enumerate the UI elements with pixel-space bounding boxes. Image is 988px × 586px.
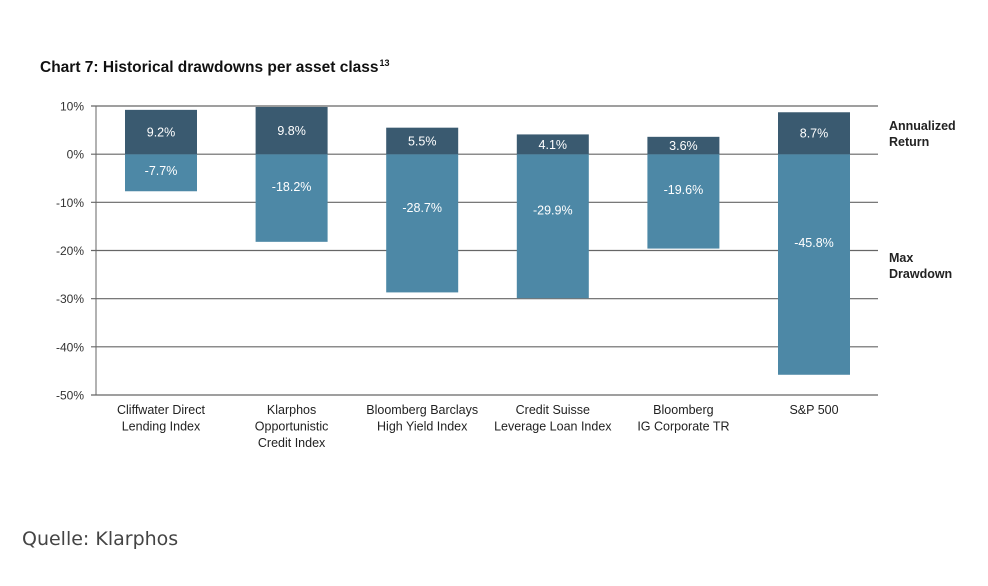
drawdown-chart: 10% 0% -10% -20% -30% -40% -50% 9.2% -7.7% Cliffw… <box>56 100 956 451</box>
return-value-label: 9.2% <box>147 126 176 140</box>
return-value-label: 5.5% <box>408 134 437 148</box>
category-label: Klarphos <box>267 403 316 417</box>
drawdown-bar <box>647 154 720 249</box>
legend-annualized-return: Annualized <box>889 119 956 133</box>
drawdown-value-label: -29.9% <box>533 204 573 218</box>
chart-title: Chart 7: Historical drawdowns per asset … <box>40 58 390 77</box>
drawdown-value-label: -28.7% <box>402 201 442 215</box>
return-bar <box>125 109 197 155</box>
return-bar <box>647 136 720 155</box>
drawdown-bar <box>125 154 197 192</box>
drawdown-value-label: -18.2% <box>272 180 312 194</box>
return-bar <box>778 112 850 155</box>
return-value-label: 3.6% <box>669 139 698 153</box>
legend-max-drawdown: Max <box>889 251 913 265</box>
y-tick-label: -10% <box>56 196 84 210</box>
y-tick-label: 0% <box>67 148 85 162</box>
drawdown-bar <box>255 154 328 242</box>
y-tick-label: -50% <box>56 389 84 403</box>
category-label: IG Corporate TR <box>637 420 729 434</box>
category-label: Cliffwater Direct <box>117 403 206 417</box>
drawdown-value-label: -7.7% <box>145 164 178 178</box>
chart-title-text: Chart 7: Historical drawdowns per asset … <box>40 59 379 76</box>
source-note: Quelle: Klarphos <box>22 528 179 550</box>
drawdown-value-label: -45.8% <box>794 236 834 250</box>
return-value-label: 9.8% <box>277 124 306 138</box>
category-label: Opportunistic <box>255 420 329 434</box>
category-label: Bloomberg Barclays <box>366 403 478 417</box>
category-label: S&P 500 <box>789 403 838 417</box>
drawdown-bar <box>386 154 459 293</box>
category-label: Credit Suisse <box>516 403 590 417</box>
category-label: Bloomberg <box>653 403 713 417</box>
return-value-label: 4.1% <box>539 138 568 152</box>
category-label: Lending Index <box>122 420 201 434</box>
return-value-label: 8.7% <box>800 127 829 141</box>
return-bar <box>255 106 328 155</box>
legend-annualized-return: Return <box>889 135 929 149</box>
category-label: Leverage Loan Index <box>494 420 612 434</box>
return-bar <box>386 127 459 155</box>
drawdown-bar <box>778 154 850 375</box>
return-bar <box>516 134 589 155</box>
y-tick-label: -30% <box>56 292 84 306</box>
category-label: High Yield Index <box>377 420 468 434</box>
drawdown-value-label: -19.6% <box>664 183 704 197</box>
y-tick-label: 10% <box>60 100 84 114</box>
legend-max-drawdown: Drawdown <box>889 267 952 281</box>
y-tick-label: -20% <box>56 244 84 258</box>
drawdown-bar <box>516 154 589 299</box>
y-tick-label: -40% <box>56 340 84 354</box>
chart-title-footnote: 13 <box>379 58 390 68</box>
category-label: Credit Index <box>258 436 326 450</box>
